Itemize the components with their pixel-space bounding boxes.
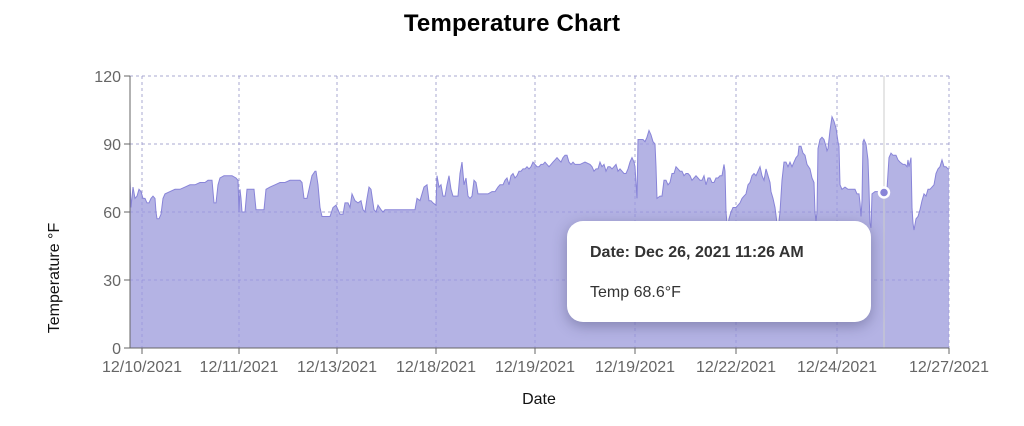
x-tick-label: 12/10/2021 xyxy=(102,359,182,376)
tooltip-date: Date: Dec 26, 2021 11:26 AM xyxy=(590,244,804,261)
x-axis-ticks: 12/10/2021 12/11/2021 12/13/2021 12/18/2021… xyxy=(102,348,989,376)
grid-lines-overlay xyxy=(130,75,950,348)
y-tick-label: 120 xyxy=(94,69,121,86)
x-tick-label: 12/27/2021 xyxy=(909,359,989,376)
x-tick-label: 12/22/2021 xyxy=(696,359,776,376)
x-tick-label: 12/11/2021 xyxy=(200,359,279,376)
x-axis-label: Date xyxy=(522,391,556,408)
x-tick-label: 12/19/2021 xyxy=(495,359,575,376)
active-point-dot[interactable] xyxy=(877,186,891,199)
y-axis-ticks: 0 30 60 90 120 xyxy=(94,69,130,358)
x-tick-label: 12/18/2021 xyxy=(396,359,476,376)
temperature-line xyxy=(129,115,949,231)
x-tick-label: 12/24/2021 xyxy=(797,359,877,376)
y-tick-label: 30 xyxy=(103,273,121,290)
y-tick-label: 90 xyxy=(103,137,121,154)
tooltip-temp: Temp 68.6°F xyxy=(590,284,681,301)
x-tick-label: 12/13/2021 xyxy=(297,359,377,376)
x-tick-label: 12/19/2021 xyxy=(595,359,675,376)
y-tick-label: 0 xyxy=(112,341,121,358)
y-axis-label: Temperature °F xyxy=(46,223,63,334)
tooltip: Date: Dec 26, 2021 11:26 AM Temp 68.6°F xyxy=(567,221,871,322)
y-tick-label: 60 xyxy=(103,205,121,222)
chart-title: Temperature Chart xyxy=(403,10,621,37)
